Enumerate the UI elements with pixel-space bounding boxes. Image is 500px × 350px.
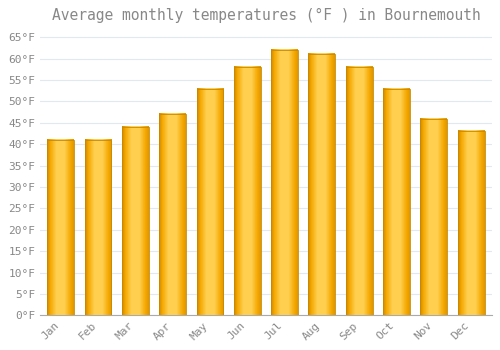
Bar — [48, 140, 74, 315]
Bar — [383, 89, 410, 315]
Title: Average monthly temperatures (°F ) in Bournemouth: Average monthly temperatures (°F ) in Bo… — [52, 8, 480, 23]
Bar — [196, 89, 224, 315]
Bar — [458, 131, 484, 315]
Bar — [420, 119, 448, 315]
Bar — [346, 67, 372, 315]
Bar — [234, 67, 260, 315]
Bar — [271, 50, 298, 315]
Bar — [159, 114, 186, 315]
Bar — [84, 140, 112, 315]
Bar — [122, 127, 149, 315]
Bar — [308, 54, 336, 315]
